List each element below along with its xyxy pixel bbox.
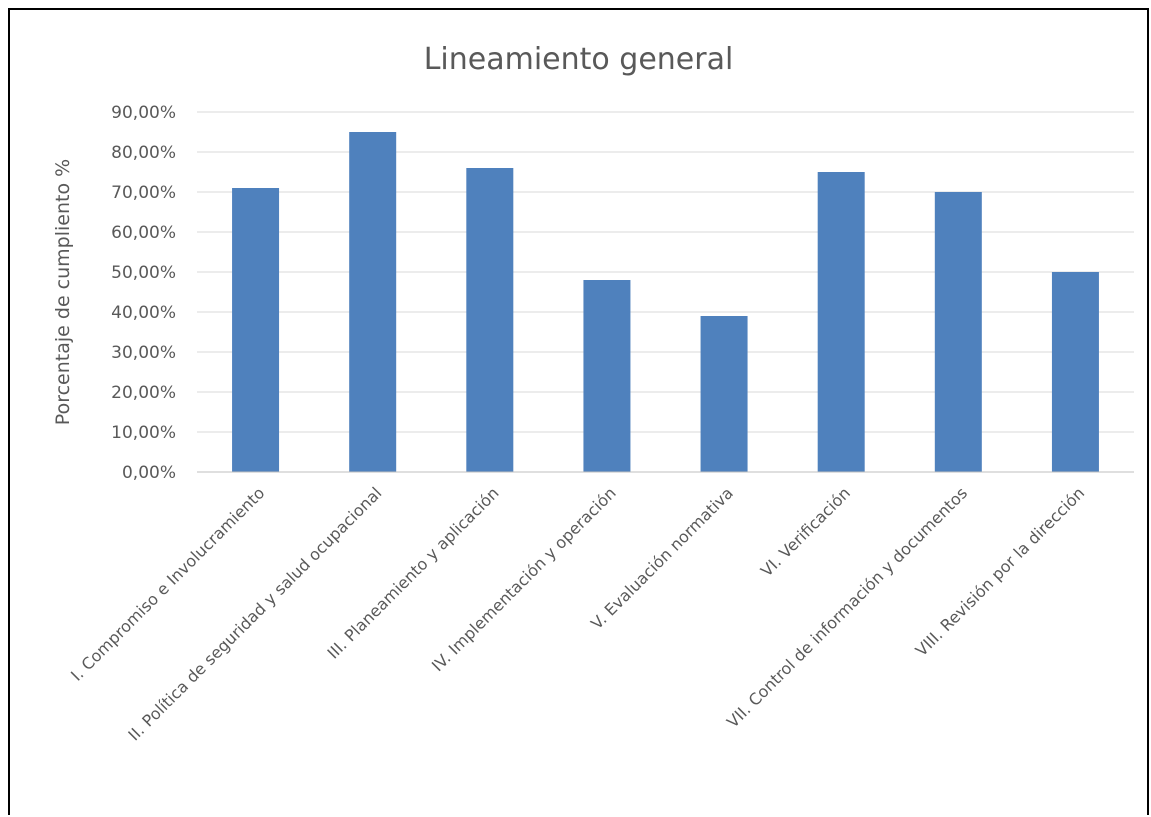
y-tick-label: 90,00% xyxy=(111,103,176,123)
bar xyxy=(466,168,514,472)
y-axis-title: Porcentaje de cumpliento % xyxy=(52,159,74,425)
y-tick-label: 60,00% xyxy=(111,223,176,243)
y-tick-label: 80,00% xyxy=(111,143,176,163)
x-tick-label: VI. Verificación xyxy=(757,483,854,580)
gridlines xyxy=(197,111,1134,473)
x-tick-label: IV. Implementación y operación xyxy=(428,483,620,675)
bar xyxy=(700,316,748,472)
bar xyxy=(349,132,397,472)
y-tick-label: 70,00% xyxy=(111,183,176,203)
x-tick-label: II. Política de seguridad y salud ocupac… xyxy=(124,483,385,744)
bar xyxy=(1051,272,1099,472)
bar xyxy=(934,192,982,472)
bar xyxy=(232,188,280,472)
bar xyxy=(817,172,865,472)
y-tick-label: 40,00% xyxy=(111,303,176,323)
x-tick-label: VII. Control de información y documentos xyxy=(723,483,971,731)
bar xyxy=(583,280,631,472)
bars xyxy=(232,132,1099,472)
y-tick-label: 30,00% xyxy=(111,343,176,363)
y-tick-label: 50,00% xyxy=(111,263,176,283)
y-tick-label: 0,00% xyxy=(122,463,176,483)
y-tick-label: 10,00% xyxy=(111,423,176,443)
x-tick-label: I. Compromiso e Involucramiento xyxy=(67,483,268,684)
y-tick-label: 20,00% xyxy=(111,383,176,403)
chart-title: Lineamiento general xyxy=(423,42,734,77)
